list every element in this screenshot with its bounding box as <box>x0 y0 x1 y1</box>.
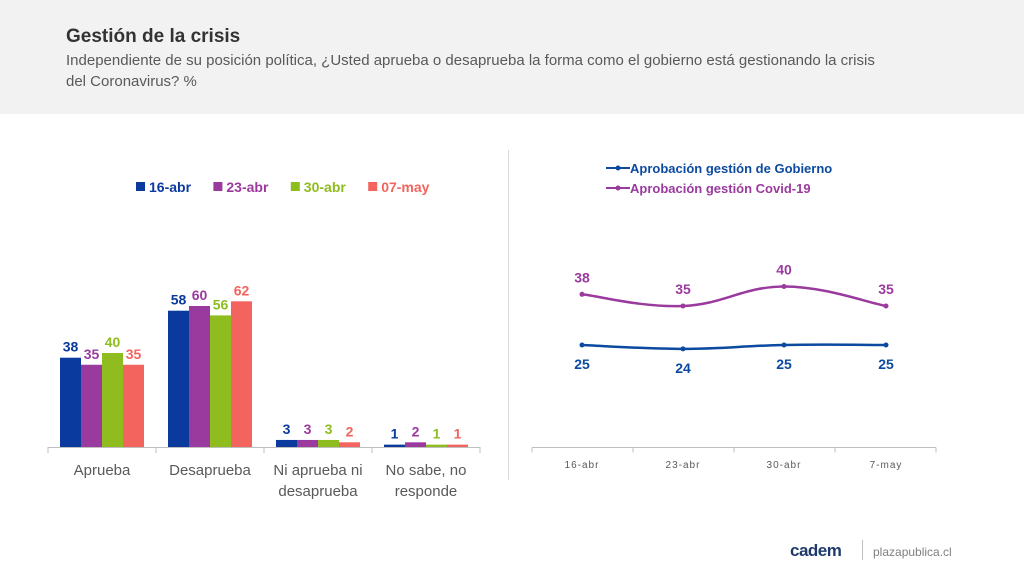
bar-value-label: 1 <box>454 426 462 442</box>
series-value-label: 35 <box>878 281 894 297</box>
bar-23-abr <box>189 306 210 447</box>
bar-value-label: 2 <box>412 423 420 439</box>
chart-divider <box>508 150 509 480</box>
series-value-label: 25 <box>574 356 590 372</box>
bar-value-label: 56 <box>213 296 229 312</box>
bar-value-label: 35 <box>84 346 100 362</box>
bar-value-label: 60 <box>192 287 208 303</box>
bar-category-label: No sabe, no <box>386 462 467 479</box>
legend-series-label: Aprobación gestión Covid-19 <box>630 181 811 196</box>
series-value-label: 40 <box>776 262 792 278</box>
bar-category-label: Aprueba <box>74 462 131 479</box>
bar-value-label: 3 <box>304 421 312 437</box>
page-subtitle: Independiente de su posición política, ¿… <box>66 52 875 90</box>
legend-label-30-abr: 30-abr <box>304 179 347 195</box>
bar-value-label: 3 <box>325 421 333 437</box>
bar-value-label: 58 <box>171 292 187 308</box>
legend-swatch-07-may <box>368 182 378 191</box>
line-x-tick-label: 16-abr <box>565 460 600 471</box>
series-point <box>781 284 787 289</box>
legend-swatch-23-abr <box>213 182 223 191</box>
bar-value-label: 2 <box>346 423 354 439</box>
series-value-label: 25 <box>776 356 792 372</box>
bar-category-label: Ni aprueba ni <box>273 462 362 479</box>
series-point <box>680 303 686 309</box>
bar-value-label: 35 <box>126 346 142 362</box>
bar-value-label: 1 <box>391 426 399 442</box>
bar-value-label: 62 <box>234 282 250 298</box>
bar-07-may <box>339 442 360 447</box>
legend-swatch-30-abr <box>290 182 300 191</box>
series-value-label: 35 <box>675 281 691 297</box>
bar-30-abr <box>426 444 447 447</box>
legend-label-23-abr: 23-abr <box>226 179 269 195</box>
legend-point-marker <box>615 165 621 171</box>
line-x-tick-label: 30-abr <box>767 460 802 471</box>
bar-23-abr <box>297 439 318 447</box>
bar-30-abr <box>318 439 339 447</box>
series-line <box>581 285 887 308</box>
legend-point-marker <box>615 185 621 191</box>
line-x-tick-label: 7-may <box>870 460 903 471</box>
footer-site: plazapublica.cl <box>873 545 952 559</box>
bar-value-label: 40 <box>105 334 121 350</box>
legend-label-07-may: 07-may <box>381 179 429 195</box>
bar-16-abr <box>384 444 405 447</box>
series-point <box>680 346 686 352</box>
legend-series-label: Aprobación gestión de Gobierno <box>630 161 832 176</box>
series-value-label: 38 <box>574 269 590 285</box>
bar-value-label: 1 <box>433 426 441 442</box>
series-point <box>781 342 787 348</box>
line-x-tick-label: 23-abr <box>666 460 701 471</box>
bar-23-abr <box>405 442 426 447</box>
bar-16-abr <box>60 357 81 447</box>
bar-value-label: 3 <box>283 421 291 437</box>
series-value-label: 25 <box>878 356 894 372</box>
bar-07-may <box>447 444 468 447</box>
series-line <box>581 343 887 351</box>
page-title: Gestión de la crisis <box>66 26 241 47</box>
bar-category-label: Desaprueba <box>169 462 251 479</box>
bar-16-abr <box>168 310 189 447</box>
bar-30-abr <box>102 353 123 447</box>
bar-23-abr <box>81 364 102 447</box>
series-point <box>883 303 889 309</box>
bar-16-abr <box>276 439 297 447</box>
bar-30-abr <box>210 315 231 447</box>
bar-07-may <box>123 364 144 447</box>
bar-category-label: responde <box>395 483 458 500</box>
series-point <box>883 342 889 348</box>
legend-swatch-16-abr <box>136 182 145 191</box>
cadem-logo: cadem <box>790 541 842 560</box>
series-point <box>579 291 585 297</box>
legend-label-16-abr: 16-abr <box>149 179 192 195</box>
series-point <box>579 342 585 348</box>
footer-separator <box>862 540 863 560</box>
series-value-label: 24 <box>675 360 691 376</box>
bar-07-may <box>231 301 252 447</box>
header-band: Gestión de la crisis Independiente de su… <box>0 0 1024 114</box>
bar-value-label: 38 <box>63 339 79 355</box>
bar-category-label: desaprueba <box>278 483 358 500</box>
